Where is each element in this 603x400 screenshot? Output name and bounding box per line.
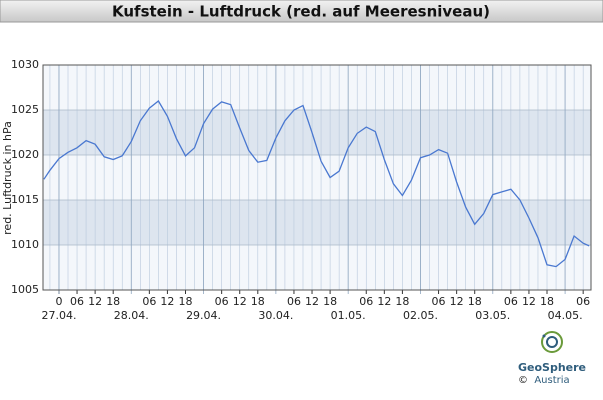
x-tick-label: 18: [395, 295, 409, 308]
date-label: 29.04.: [186, 309, 221, 322]
x-tick-label: 06: [359, 295, 373, 308]
logo: GeoSphere Austria ©: [518, 331, 586, 386]
x-tick-label: 12: [233, 295, 247, 308]
x-tick-label: 06: [70, 295, 84, 308]
date-label: 30.04.: [258, 309, 293, 322]
y-axis-label: red. Luftdruck in hPa: [1, 121, 14, 235]
date-label: 02.05.: [403, 309, 438, 322]
y-tick-label: 1030: [11, 58, 39, 71]
y-tick-label: 1005: [11, 283, 39, 296]
x-tick-label: 12: [160, 295, 174, 308]
plot-border: [42, 64, 592, 291]
x-tick-label: 12: [88, 295, 102, 308]
band: [43, 200, 591, 245]
x-tick-label: 0: [55, 295, 62, 308]
x-tick-label: 18: [540, 295, 554, 308]
x-tick-label: 12: [522, 295, 536, 308]
chart-title: Kufstein - Luftdruck (red. auf Meeresniv…: [112, 3, 490, 21]
copyright: ©: [518, 375, 528, 386]
x-tick-label: 06: [576, 295, 590, 308]
y-tick-label: 1025: [11, 103, 39, 116]
date-label: 01.05.: [331, 309, 366, 322]
x-tick-label: 18: [468, 295, 482, 308]
logo-sub: Austria: [534, 375, 569, 386]
date-label: 28.04.: [114, 309, 149, 322]
x-tick-label: 18: [251, 295, 265, 308]
x-tick-label: 12: [450, 295, 464, 308]
y-tick-label: 1015: [11, 193, 39, 206]
x-tick-label: 18: [106, 295, 120, 308]
date-label: 04.05.: [548, 309, 583, 322]
date-label: 03.05.: [475, 309, 510, 322]
logo-name: GeoSphere: [518, 361, 586, 374]
plot-background: [43, 65, 591, 290]
date-label: 27.04.: [41, 309, 76, 322]
x-tick-label: 12: [305, 295, 319, 308]
x-tick-label: 06: [142, 295, 156, 308]
x-tick-label: 18: [323, 295, 337, 308]
y-tick-label: 1020: [11, 148, 39, 161]
x-tick-label: 18: [178, 295, 192, 308]
x-tick-label: 06: [287, 295, 301, 308]
x-tick-label: 06: [504, 295, 518, 308]
y-tick-label: 1010: [11, 238, 39, 251]
title-bar: [0, 0, 603, 23]
line-series: [43, 100, 590, 268]
x-tick-label: 06: [432, 295, 446, 308]
x-tick-label: 12: [377, 295, 391, 308]
x-tick-label: 06: [215, 295, 229, 308]
